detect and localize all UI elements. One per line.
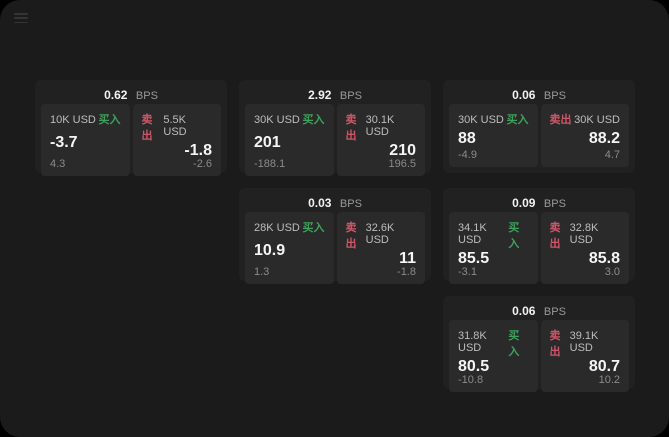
quote-card: 0.06 BPS 31.8K USD 买入 80.5 -10.8 卖出 39.1…	[443, 296, 635, 392]
bps-header: 0.06 BPS	[449, 85, 629, 104]
buy-delta: -3.1	[458, 266, 477, 278]
sell-panel[interactable]: 卖出 5.5K USD -1.8 -2.6	[132, 104, 221, 176]
buy-label: 买入	[98, 114, 121, 126]
buy-label: 买入	[302, 114, 325, 126]
bps-unit-label: BPS	[135, 90, 158, 102]
quote-card: 0.09 BPS 34.1K USD 买入 85.5 -3.1 卖出 32.8K…	[443, 188, 635, 284]
bps-unit-label: BPS	[543, 198, 566, 210]
quote-card: 2.92 BPS 30K USD 买入 201 -188.1 卖出 30.1K …	[239, 80, 431, 176]
sell-delta: 196.5	[388, 158, 416, 170]
sell-label: 卖出	[549, 330, 561, 358]
sell-panel[interactable]: 卖出 39.1K USD 80.7 10.2	[540, 320, 629, 392]
menu-icon-bar	[14, 21, 28, 23]
sell-label: 卖出	[345, 222, 357, 250]
quote-card: 0.06 BPS 30K USD 买入 88 -4.9 卖出 30K USD	[443, 80, 635, 173]
sell-panel[interactable]: 卖出 32.6K USD 11 -1.8	[336, 212, 425, 284]
buy-amount: 28K USD	[254, 222, 300, 234]
sell-panel[interactable]: 卖出 30K USD 88.2 4.7	[540, 104, 629, 167]
buy-panel[interactable]: 10K USD 买入 -3.7 4.3	[41, 104, 130, 176]
buy-price: 10.9	[254, 242, 286, 259]
sell-label: 卖出	[345, 114, 357, 142]
sell-price: 80.7	[588, 358, 620, 375]
sell-delta: 4.7	[604, 149, 620, 161]
buy-panel[interactable]: 30K USD 买入 88 -4.9	[449, 104, 538, 167]
sell-label: 卖出	[549, 222, 561, 250]
sell-panel[interactable]: 卖出 30.1K USD 210 196.5	[336, 104, 425, 176]
menu-icon[interactable]	[14, 13, 28, 23]
sell-amount: 39.1K USD	[569, 330, 599, 354]
sell-label: 卖出	[141, 114, 153, 142]
sell-amount: 30.1K USD	[365, 114, 395, 138]
quote-card: 0.62 BPS 10K USD 买入 -3.7 4.3 卖出 5.5K USD	[35, 80, 227, 176]
menu-icon-bar	[14, 17, 28, 19]
bps-unit-label: BPS	[543, 90, 566, 102]
buy-label: 买入	[508, 330, 520, 358]
buy-delta: -188.1	[254, 158, 286, 170]
buy-price: 85.5	[458, 250, 490, 267]
buy-panel[interactable]: 34.1K USD 买入 85.5 -3.1	[449, 212, 538, 284]
bps-header: 0.06 BPS	[449, 301, 629, 320]
sell-price: 210	[389, 142, 416, 159]
buy-label: 买入	[508, 222, 520, 250]
buy-delta: -4.9	[458, 149, 477, 161]
sell-panel[interactable]: 卖出 32.8K USD 85.8 3.0	[540, 212, 629, 284]
buy-panel[interactable]: 30K USD 买入 201 -188.1	[245, 104, 334, 176]
sell-delta: 10.2	[598, 374, 620, 386]
buy-delta: -10.8	[458, 374, 484, 386]
buy-panel[interactable]: 31.8K USD 买入 80.5 -10.8	[449, 320, 538, 392]
bps-header: 0.62 BPS	[41, 85, 221, 104]
menu-icon-bar	[14, 13, 28, 15]
buy-price: 201	[254, 134, 281, 151]
buy-delta: 4.3	[50, 158, 66, 170]
bps-value: 0.06	[512, 304, 536, 318]
sell-delta: -2.6	[193, 158, 212, 170]
bps-unit-label: BPS	[339, 90, 362, 102]
bps-value: 2.92	[308, 88, 332, 102]
buy-label: 买入	[506, 114, 529, 126]
bps-header: 0.09 BPS	[449, 193, 629, 212]
bps-value: 0.09	[512, 196, 536, 210]
sell-amount: 32.6K USD	[365, 222, 395, 246]
bps-value: 0.03	[308, 196, 332, 210]
buy-amount: 30K USD	[254, 114, 300, 126]
sell-price: 88.2	[588, 129, 620, 147]
buy-amount: 10K USD	[50, 114, 96, 126]
sell-amount: 32.8K USD	[569, 222, 599, 246]
buy-price: -3.7	[50, 134, 78, 151]
sell-amount: 5.5K USD	[163, 114, 187, 138]
sell-delta: 3.0	[604, 266, 620, 278]
bps-value: 0.62	[104, 88, 128, 102]
buy-label: 买入	[302, 222, 325, 234]
sell-label: 卖出	[549, 114, 572, 126]
sell-price: 11	[399, 250, 416, 267]
bps-header: 2.92 BPS	[245, 85, 425, 104]
buy-panel[interactable]: 28K USD 买入 10.9 1.3	[245, 212, 334, 284]
buy-price: 88	[458, 129, 476, 147]
buy-delta: 1.3	[254, 266, 270, 278]
bps-unit-label: BPS	[339, 198, 362, 210]
sell-price: 85.8	[588, 250, 620, 267]
quote-card: 0.03 BPS 28K USD 买入 10.9 1.3 卖出 32.6K US…	[239, 188, 431, 284]
bps-value: 0.06	[512, 88, 536, 102]
bps-unit-label: BPS	[543, 306, 566, 318]
buy-amount: 31.8K USD	[458, 330, 487, 354]
buy-price: 80.5	[458, 358, 490, 375]
quotes-grid: 0.62 BPS 10K USD 买入 -3.7 4.3 卖出 5.5K USD	[35, 80, 635, 392]
sell-delta: -1.8	[397, 266, 416, 278]
sell-amount: 30K USD	[574, 114, 620, 126]
sell-price: -1.8	[184, 142, 212, 159]
buy-amount: 34.1K USD	[458, 222, 487, 246]
buy-amount: 30K USD	[458, 114, 504, 126]
bps-header: 0.03 BPS	[245, 193, 425, 212]
